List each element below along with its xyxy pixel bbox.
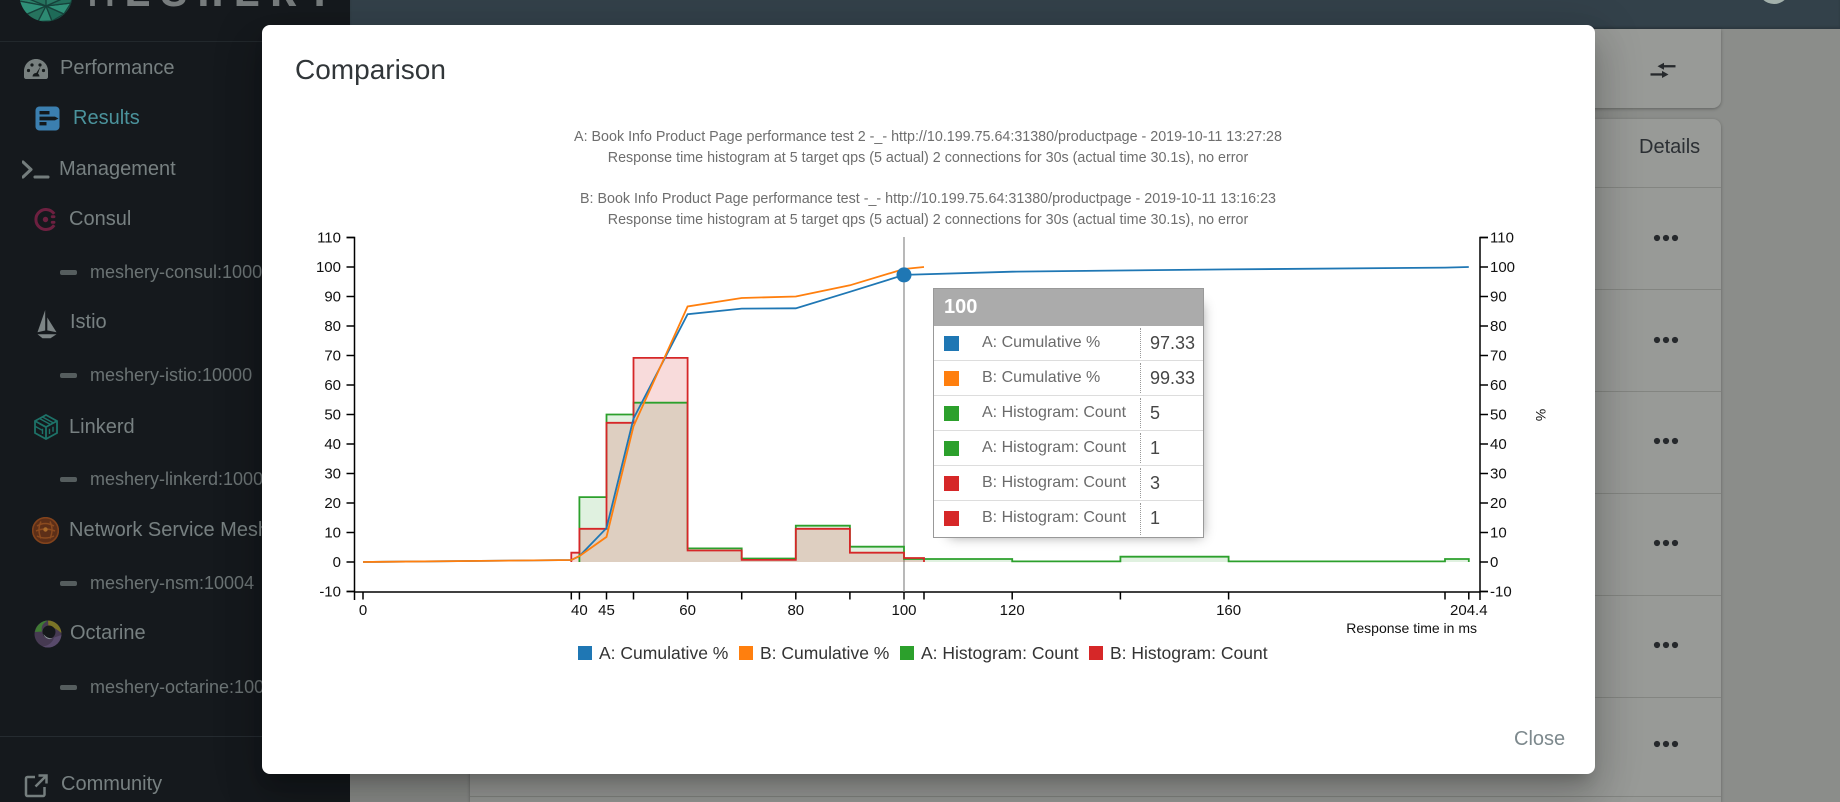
svg-text:20: 20 <box>1490 495 1507 512</box>
svg-text:70: 70 <box>324 348 341 365</box>
svg-text:40: 40 <box>1490 436 1507 453</box>
svg-text:40: 40 <box>571 602 588 619</box>
svg-text:90: 90 <box>1490 289 1507 306</box>
svg-text:20: 20 <box>324 495 341 512</box>
svg-text:100: 100 <box>891 602 916 619</box>
svg-text:10: 10 <box>1490 525 1507 542</box>
svg-text:110: 110 <box>1490 230 1514 247</box>
svg-text:60: 60 <box>324 377 341 394</box>
svg-text:70: 70 <box>1490 348 1507 365</box>
svg-text:204.4: 204.4 <box>1450 602 1488 619</box>
svg-text:80: 80 <box>324 318 341 335</box>
svg-text:-10: -10 <box>319 584 341 601</box>
svg-text:120: 120 <box>1000 602 1025 619</box>
svg-text:100: 100 <box>316 259 341 276</box>
svg-text:80: 80 <box>787 602 804 619</box>
svg-text:B: Book Info Product Page perf: B: Book Info Product Page performance te… <box>580 191 1276 207</box>
svg-text:-10: -10 <box>1490 584 1512 601</box>
svg-text:Response time histogram at 5 t: Response time histogram at 5 target qps … <box>608 150 1249 166</box>
svg-text:60: 60 <box>679 602 696 619</box>
svg-text:45: 45 <box>598 602 615 619</box>
svg-text:30: 30 <box>324 466 341 483</box>
svg-text:0: 0 <box>359 602 367 619</box>
svg-text:Response time histogram at 5 t: Response time histogram at 5 target qps … <box>608 212 1249 228</box>
svg-text:A: Cumulative %: A: Cumulative % <box>599 643 728 663</box>
svg-text:B: Histogram: Count: B: Histogram: Count <box>1110 643 1268 663</box>
svg-text:160: 160 <box>1216 602 1241 619</box>
svg-text:50: 50 <box>1490 407 1507 424</box>
svg-text:B: Cumulative %: B: Cumulative % <box>760 643 889 663</box>
svg-text:80: 80 <box>1490 318 1507 335</box>
svg-text:0: 0 <box>333 554 341 571</box>
svg-text:110: 110 <box>317 230 341 247</box>
svg-text:A: Book Info Product Page perf: A: Book Info Product Page performance te… <box>574 129 1282 145</box>
svg-text:A: Histogram: Count: A: Histogram: Count <box>921 643 1079 663</box>
svg-text:10: 10 <box>324 525 341 542</box>
svg-text:0: 0 <box>1490 554 1498 571</box>
svg-text:30: 30 <box>1490 466 1507 483</box>
svg-text:Response time in ms: Response time in ms <box>1346 620 1477 636</box>
svg-text:50: 50 <box>324 407 341 424</box>
svg-text:%: % <box>1533 409 1549 421</box>
svg-text:40: 40 <box>324 436 341 453</box>
svg-text:100: 100 <box>1490 259 1515 276</box>
svg-text:90: 90 <box>324 289 341 306</box>
svg-text:60: 60 <box>1490 377 1507 394</box>
